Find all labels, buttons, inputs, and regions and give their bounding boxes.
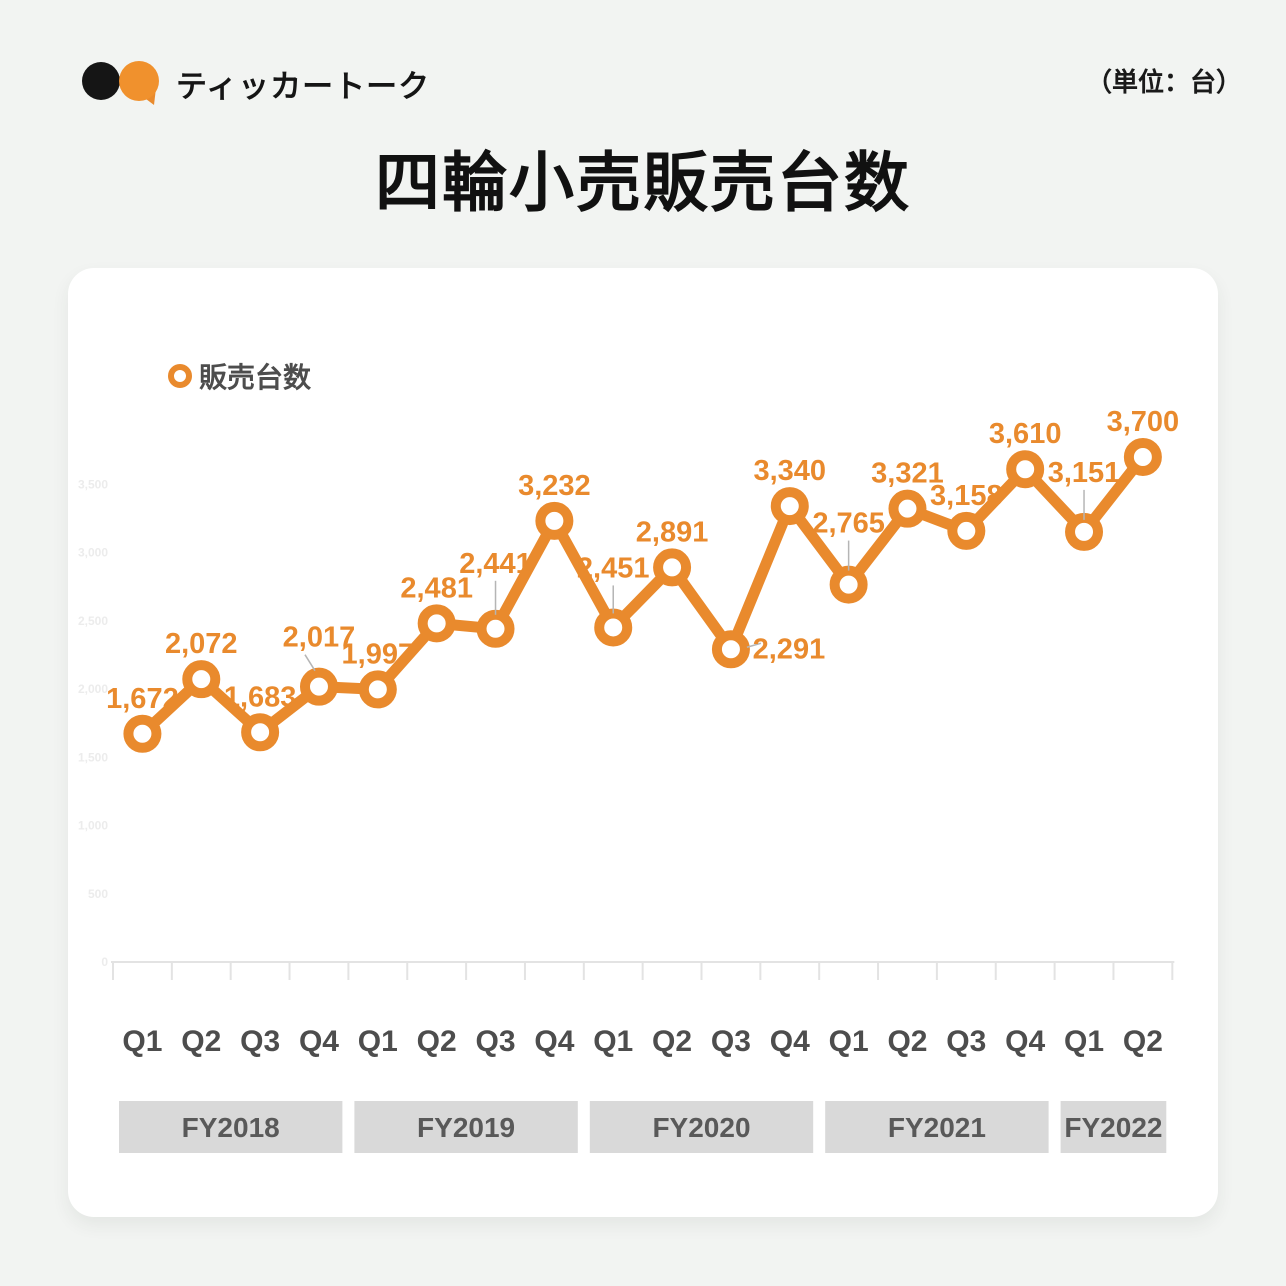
data-point [241,713,280,752]
speech-bubbles-logo-icon [82,61,159,105]
data-point [535,501,574,540]
data-point-label: 1,672 [106,683,179,715]
brand-name: ティッカートーク [176,68,431,104]
x-axis-quarter-label: Q3 [711,1025,751,1058]
fiscal-year-label: FY2018 [182,1112,280,1143]
data-point [711,630,750,669]
data-point-label: 2,481 [400,572,473,604]
data-point [476,609,515,648]
x-axis-quarter-label: Q4 [1005,1025,1045,1058]
legend: 販売台数 [168,356,311,396]
sales-line-chart: 0 500 1,000 1,500 2,000 2,500 3,000 3,500 Q1 Q2 Q3… [78,406,1180,1153]
x-axis-quarter-label: Q4 [299,1025,339,1058]
legend-series-label: 販売台数 [199,362,312,393]
fiscal-year-band [354,1101,578,1153]
data-point [653,548,692,587]
x-axis-quarter-label: Q3 [240,1025,280,1058]
data-point [1006,450,1045,489]
y-axis-tick-label: 2,000 [78,682,108,696]
data-point [1123,437,1162,476]
x-axis-quarter-label: Q4 [534,1025,574,1058]
data-point-label: 1,997 [342,638,415,670]
y-axis-tick-label: 1,500 [78,750,108,764]
fiscal-year-label: FY2020 [652,1112,750,1143]
data-point-label: 3,340 [753,455,826,487]
data-point-label: 2,891 [636,516,709,548]
y-axis-tick-label: 0 [101,955,108,969]
data-point-label: 2,291 [753,633,826,665]
x-axis-quarter-label: Q3 [476,1025,516,1058]
data-point [123,714,162,753]
data-point [417,604,456,643]
x-axis-quarter-label: Q1 [122,1025,162,1058]
y-axis-tick-label: 3,000 [78,546,108,560]
brand-logo: ティッカートーク [80,56,430,110]
x-axis-quarter-label: Q1 [358,1025,398,1058]
data-point [299,667,338,706]
data-point-label: 3,151 [1048,457,1121,489]
fiscal-year-band [1060,1101,1167,1153]
data-point [947,511,986,550]
data-point-label: 2,451 [577,552,650,584]
fiscal-year-label: FY2019 [417,1112,515,1143]
x-axis-quarter-label: Q1 [829,1025,869,1058]
y-axis-tick-label: 3,500 [78,477,108,491]
data-point-label: 3,321 [871,458,944,490]
data-point [182,660,221,699]
fiscal-year-band [825,1101,1049,1153]
fiscal-year-label: FY2021 [888,1112,986,1143]
fiscal-year-band [589,1101,814,1153]
x-axis-quarter-label: Q2 [417,1025,457,1058]
data-label-leader-line [304,654,316,672]
unit-label: （単位：台） [1085,67,1242,97]
data-label-leader-line [746,642,762,648]
x-axis-quarter-label: Q2 [652,1025,692,1058]
data-point-label: 3,700 [1107,406,1180,438]
data-point-label: 3,610 [989,418,1062,450]
header: ティッカートーク （単位：台） [0,0,1286,120]
data-point [358,670,397,709]
y-axis-tick-label: 500 [88,887,108,901]
x-axis-quarter-label: Q2 [181,1025,221,1058]
page-title: 四輪小売販売台数 [374,146,911,219]
data-point-label: 1,683 [224,681,297,713]
fiscal-year-band [119,1101,343,1153]
x-axis-quarter-label: Q3 [946,1025,986,1058]
data-point [888,489,927,528]
data-point-label: 3,158 [930,480,1003,512]
data-point [594,608,633,647]
data-point-label: 2,017 [283,622,356,654]
x-axis-quarter-label: Q1 [1064,1025,1104,1058]
data-point [770,487,809,526]
x-axis-quarter-label: Q2 [887,1025,927,1058]
data-point-label: 3,232 [518,470,591,502]
data-point-label: 2,765 [812,508,885,540]
chart-card: 販売台数 0 500 1,000 1,500 2,000 2,500 3,000 3,500 Q… [68,268,1218,1217]
legend-series-marker-icon [168,364,192,388]
data-point-label: 2,072 [165,628,238,660]
y-axis-tick-label: 1,000 [78,819,108,833]
fiscal-year-label: FY2022 [1064,1112,1162,1143]
y-axis-tick-label: 2,500 [78,614,108,628]
data-point [1065,512,1104,551]
x-axis-quarter-label: Q2 [1123,1025,1163,1058]
data-point [829,565,868,604]
x-axis-quarter-label: Q4 [770,1025,810,1058]
data-point-label: 2,441 [459,548,532,580]
x-axis-quarter-label: Q1 [593,1025,633,1058]
